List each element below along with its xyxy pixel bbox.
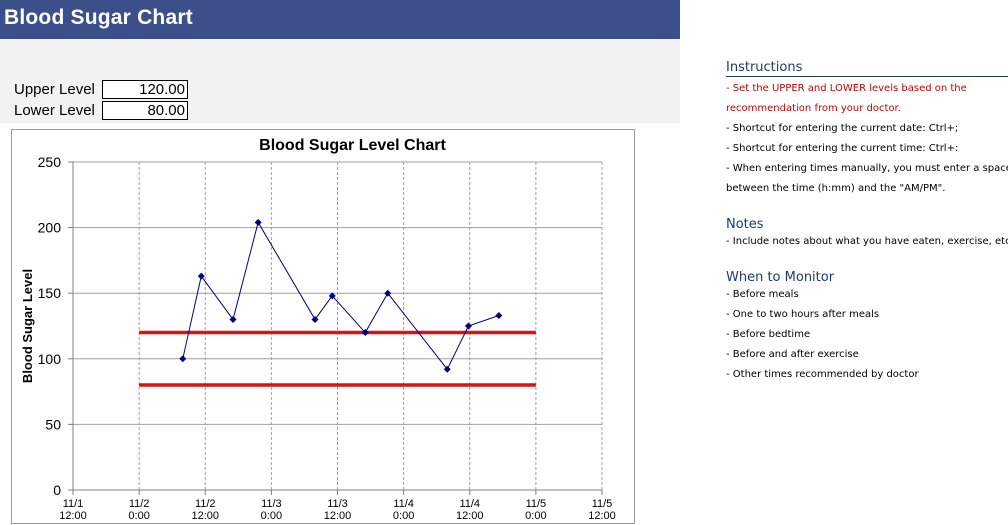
data-point <box>464 322 472 330</box>
y-axis-label: Blood Sugar Level <box>20 269 35 383</box>
y-tick-label: 100 <box>38 351 62 367</box>
x-tick-label: 12:00 <box>59 510 87 522</box>
monitor-title: When to Monitor <box>726 270 835 285</box>
instructions-item: - Shortcut for entering the current time… <box>726 143 959 154</box>
y-tick-label: 150 <box>38 285 62 301</box>
data-point <box>179 355 187 363</box>
blood-sugar-chart[interactable]: Blood Sugar Level Chart 0 50 100 150 200 250 11… <box>11 129 635 524</box>
x-tick-label: 12:00 <box>588 510 616 522</box>
data-point <box>495 312 503 320</box>
instructions-item: recommendation from your doctor. <box>726 103 901 114</box>
monitor-item: - Other times recommended by doctor <box>726 369 919 380</box>
data-point <box>384 289 392 297</box>
notes-title: Notes <box>726 217 764 232</box>
y-tick-label: 0 <box>53 482 61 498</box>
upper-level-cell[interactable]: 120.00 <box>102 80 188 99</box>
x-tick-label: 12:00 <box>324 510 352 522</box>
chart-canvas: Blood Sugar Level Chart 0 50 100 150 200 250 11… <box>20 137 616 522</box>
monitor-item: - Before meals <box>726 289 799 300</box>
x-tick-label: 11/3 <box>261 498 282 510</box>
monitor-list: - Before meals - One to two hours after … <box>726 285 1008 385</box>
upper-level-label: Upper Level <box>14 81 95 98</box>
instructions-item: between the time (h:mm) and the "AM/PM". <box>726 183 946 194</box>
x-tick-label: 11/1 <box>63 498 84 510</box>
instructions-header: Instructions <box>726 60 1008 77</box>
series-line <box>182 221 500 371</box>
notes-item: - Include notes about what you have eate… <box>726 236 1008 247</box>
x-tick-label: 12:00 <box>191 510 219 522</box>
monitor-item: - Before bedtime <box>726 329 811 340</box>
sheet-title-bar: Blood Sugar Chart <box>0 0 680 39</box>
lower-level-label: Lower Level <box>14 102 95 119</box>
x-tick-label: 0:00 <box>525 510 546 522</box>
x-tick-label: 11/4 <box>459 498 480 510</box>
x-tick-label: 0:00 <box>128 510 149 522</box>
data-point <box>311 315 319 323</box>
instructions-item: - When entering times manually, you must… <box>726 163 1008 174</box>
monitor-item: - One to two hours after meals <box>726 309 880 320</box>
x-tick-label: 12:00 <box>456 510 484 522</box>
x-tick-label: 11/2 <box>129 498 150 510</box>
lower-level-cell[interactable]: 80.00 <box>102 101 188 120</box>
instructions-list: - Set the UPPER and LOWER levels based o… <box>726 79 1008 199</box>
x-tick-label: 0:00 <box>393 510 414 522</box>
x-tick-label: 11/3 <box>327 498 348 510</box>
instructions-item: - Shortcut for entering the current date… <box>726 123 959 134</box>
chart-title: Blood Sugar Level Chart <box>259 137 446 154</box>
x-tick-label: 11/2 <box>195 498 216 510</box>
instructions-title: Instructions <box>726 60 803 75</box>
x-tick-label: 11/5 <box>592 498 613 510</box>
side-panel: Instructions - Set the UPPER and LOWER l… <box>726 60 1008 385</box>
instructions-item: - Set the UPPER and LOWER levels based o… <box>726 83 967 94</box>
monitor-item: - Before and after exercise <box>726 349 859 360</box>
x-tick-label: 11/5 <box>526 498 547 510</box>
data-point <box>443 365 451 373</box>
y-tick-label: 50 <box>45 416 61 432</box>
data-point <box>254 218 262 226</box>
notes-list: - Include notes about what you have eate… <box>726 232 1008 252</box>
x-tick-label: 11/4 <box>393 498 414 510</box>
y-tick-label: 250 <box>38 154 62 170</box>
y-tick-label: 200 <box>38 220 62 236</box>
sheet-title: Blood Sugar Chart <box>4 6 193 29</box>
data-point <box>229 315 237 323</box>
data-point <box>197 272 205 280</box>
data-point <box>361 329 369 337</box>
x-tick-label: 0:00 <box>261 510 282 522</box>
data-point <box>328 292 336 300</box>
